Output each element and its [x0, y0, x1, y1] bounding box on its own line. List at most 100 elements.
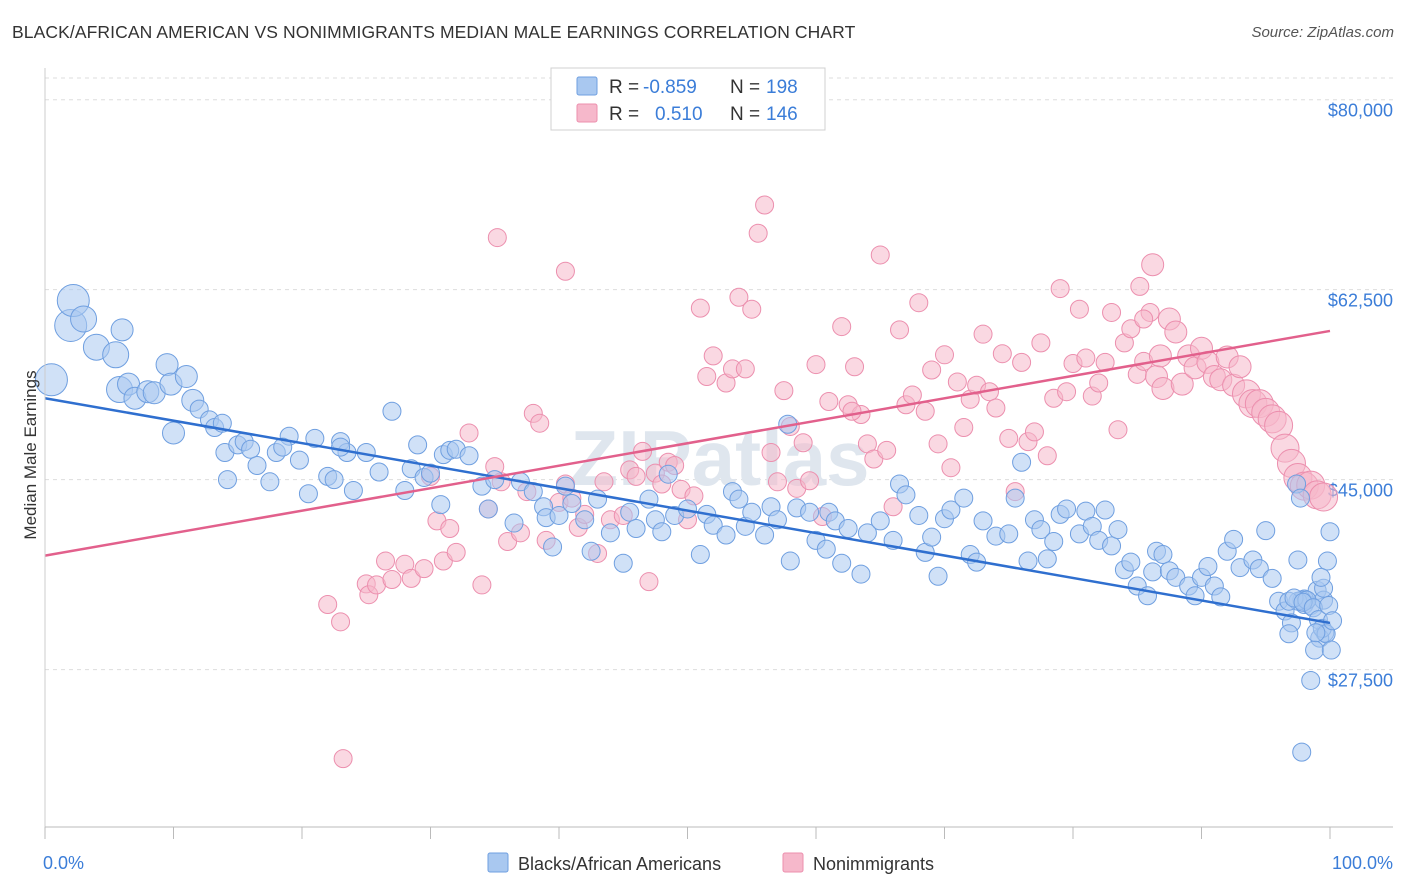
blacks-point [1121, 552, 1141, 572]
blacks-point [241, 439, 261, 459]
nonimmigrants-point [870, 245, 890, 265]
nonimmigrants-point [1069, 299, 1089, 319]
blacks-point [613, 553, 633, 573]
nonimmigrants-point [1057, 382, 1077, 402]
nonimmigrants-point [941, 458, 961, 478]
nonimmigrants-point [909, 293, 929, 313]
blacks-point [954, 488, 974, 508]
x-tick-label-max: 100.0% [1332, 853, 1393, 873]
nonimmigrants-point [1141, 253, 1165, 277]
nonimmigrants-point [986, 398, 1006, 418]
legend-swatch-pink [576, 103, 598, 123]
nonimmigrants-point [729, 287, 749, 307]
blacks-point [1262, 568, 1282, 588]
blacks-point [1037, 549, 1057, 569]
axes [44, 68, 1393, 839]
nonimmigrants-point [890, 320, 910, 340]
blacks-point [1185, 586, 1205, 606]
blacks-point [1317, 551, 1337, 571]
blacks-point [870, 511, 890, 531]
legend-r-label-blue: R = [609, 77, 639, 98]
nonimmigrants-point [639, 572, 659, 592]
blacks-point [652, 522, 672, 542]
blacks-point [816, 539, 836, 559]
blacks-point [832, 553, 852, 573]
blacks-point [1306, 623, 1326, 643]
blacks-point [174, 365, 198, 389]
blacks-point [431, 495, 451, 515]
bottom-legend-swatch-blue [487, 852, 509, 873]
nonimmigrants-point [842, 401, 862, 421]
blacks-point [1108, 520, 1128, 540]
blacks-point [1044, 532, 1064, 552]
nonimmigrants-point [928, 434, 948, 454]
nonimmigrants-point [401, 568, 421, 588]
blacks-point [941, 500, 961, 520]
nonimmigrants-point [440, 518, 460, 538]
blacks-point [247, 456, 267, 476]
blacks-point [909, 505, 929, 525]
legend-swatch-blue [576, 76, 598, 96]
nonimmigrants-point [819, 391, 839, 411]
nonimmigrants-point [487, 228, 507, 248]
blacks-point [485, 470, 505, 490]
blacks-point [70, 305, 98, 333]
nonimmigrants-point [1148, 344, 1172, 368]
nonimmigrants-point [832, 317, 852, 337]
blacks-point [581, 541, 601, 561]
blacks-point [260, 472, 280, 492]
blacks-point [999, 524, 1019, 544]
chart-source: Source: ZipAtlas.com [1251, 24, 1394, 41]
blacks-point [1311, 567, 1331, 587]
nonimmigrants-point [915, 401, 935, 421]
blacks-trend-line [44, 396, 1331, 625]
nonimmigrants-point [735, 359, 755, 379]
blacks-point [1290, 488, 1310, 508]
blacks-point [459, 446, 479, 466]
nonimmigrants-point [1228, 355, 1252, 379]
nonimmigrants-point [1309, 482, 1339, 512]
nonimmigrants-point [1121, 319, 1141, 339]
blacks-point [289, 450, 309, 470]
blacks-point [755, 525, 775, 545]
blacks-point [928, 566, 948, 586]
nonimmigrants-point [793, 433, 813, 453]
blacks-point [1095, 500, 1115, 520]
y-tick-label: $80,000 [1328, 101, 1393, 121]
legend-r-value-blue: -0.859 [643, 77, 697, 98]
blacks-point [1301, 670, 1321, 690]
blacks-point [543, 537, 563, 557]
nonimmigrants-point [1076, 348, 1096, 368]
nonimmigrants-point [806, 355, 826, 375]
blacks-point [562, 494, 582, 514]
nonimmigrants-point [703, 346, 723, 366]
nonimmigrants-point [1024, 422, 1044, 442]
blacks-point [1320, 522, 1340, 542]
chart-title: BLACK/AFRICAN AMERICAN VS NONIMMIGRANTS … [12, 22, 856, 42]
blacks-point [780, 551, 800, 571]
watermark: ZIPatlas [570, 414, 869, 502]
nonimmigrants-point [947, 372, 967, 392]
blacks-point [896, 485, 916, 505]
blacks-point [716, 525, 736, 545]
nonimmigrants-point [845, 357, 865, 377]
blacks-point [298, 484, 318, 504]
blacks-point [549, 505, 569, 525]
nonimmigrants-trend-line [44, 329, 1331, 557]
nonimmigrants-point [774, 381, 794, 401]
nonimmigrants-point [1134, 309, 1154, 329]
nonimmigrants-point [1164, 320, 1188, 344]
legend-n-label-blue: N = [730, 77, 760, 98]
blacks-point [1256, 521, 1276, 541]
nonimmigrants-point [902, 385, 922, 405]
nonimmigrants-point [800, 471, 820, 491]
blacks-point [1292, 742, 1312, 762]
nonimmigrants-point [376, 551, 396, 571]
nonimmigrants-point [318, 594, 338, 614]
blacks-point [620, 502, 640, 522]
blacks-point [34, 363, 68, 397]
blacks-point [382, 401, 402, 421]
blacks-point [800, 502, 820, 522]
nonimmigrants-point [761, 443, 781, 462]
series-legend: Blacks/African Americans Nonimmigrants [487, 852, 934, 874]
